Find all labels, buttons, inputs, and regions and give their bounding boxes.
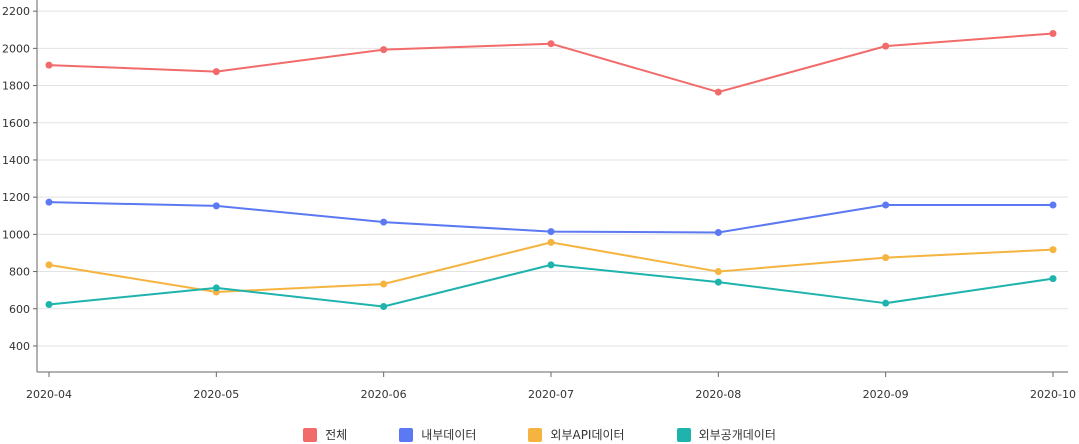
legend-label: 외부API데이터: [550, 428, 625, 442]
grid-lines: [37, 10, 1068, 347]
data-point: [45, 300, 53, 308]
data-point: [212, 68, 220, 76]
data-point: [882, 299, 890, 307]
data-point: [1049, 246, 1057, 254]
legend-item[interactable]: 외부API데이터: [528, 426, 625, 443]
data-point: [380, 280, 388, 288]
legend-item[interactable]: 내부데이터: [399, 426, 476, 443]
x-tick-label: 2020-04: [26, 388, 72, 401]
data-point: [547, 238, 555, 246]
data-point: [212, 284, 220, 292]
y-axis: 400 600 800 1000 1200 1400 1600 1800 2000 2200: [2, 0, 38, 372]
data-point: [714, 268, 722, 276]
data-point: [882, 201, 890, 209]
y-tick-label: 400: [9, 340, 30, 353]
data-point: [547, 40, 555, 48]
y-tick-label: 800: [9, 266, 30, 279]
x-tick-label: 2020-08: [695, 388, 741, 401]
x-tick-label: 2020-09: [863, 388, 909, 401]
legend-swatch: [399, 427, 414, 442]
data-point: [714, 88, 722, 96]
data-point: [380, 46, 388, 54]
y-tick-label: 1000: [2, 228, 30, 241]
legend-label: 외부공개데이터: [698, 428, 776, 442]
y-tick-label: 1200: [2, 191, 30, 204]
data-point: [212, 202, 220, 210]
legend-item[interactable]: 전체: [303, 426, 347, 443]
data-point: [547, 228, 555, 236]
legend-label: 전체: [325, 428, 348, 442]
data-point: [45, 61, 53, 69]
data-point: [547, 261, 555, 269]
data-point: [45, 198, 53, 206]
legend-item[interactable]: 외부공개데이터: [676, 426, 776, 443]
y-tick-label: 1600: [2, 117, 30, 130]
data-point: [714, 229, 722, 236]
x-tick-label: 2020-06: [361, 388, 407, 401]
x-tick-label: 2020-05: [193, 388, 239, 401]
y-tick-label: 2200: [2, 5, 30, 18]
x-tick-label: 2020-10: [1030, 388, 1076, 401]
legend-swatch: [303, 427, 318, 442]
x-tick-label: 2020-07: [528, 388, 574, 401]
y-tick-label: 2000: [2, 42, 30, 55]
legend-swatch: [676, 427, 691, 442]
y-tick-label: 1800: [2, 80, 30, 93]
data-point: [1049, 29, 1057, 37]
legend: 전체 내부데이터 외부API데이터 외부공개데이터: [0, 426, 1079, 443]
data-point: [1049, 275, 1057, 283]
line-chart: 400 600 800 1000 1200 1400 1600 1800 2000 2200 20…: [2, 0, 1076, 401]
x-axis: 2020-04 2020-05 2020-06 2020-07 2020-08 2020-…: [26, 371, 1076, 401]
data-point: [45, 261, 53, 269]
series-line-2: [48, 201, 1053, 234]
data-point: [380, 218, 388, 226]
data-point: [714, 278, 722, 286]
legend-swatch: [528, 427, 543, 442]
data-point: [1049, 201, 1057, 209]
y-tick-label: 1400: [2, 154, 30, 167]
legend-label: 내부데이터: [421, 428, 477, 442]
data-point: [882, 42, 890, 50]
data-point: [882, 254, 890, 262]
data-point: [380, 303, 388, 311]
series-group: [45, 29, 1057, 311]
y-tick-label: 600: [9, 303, 30, 316]
